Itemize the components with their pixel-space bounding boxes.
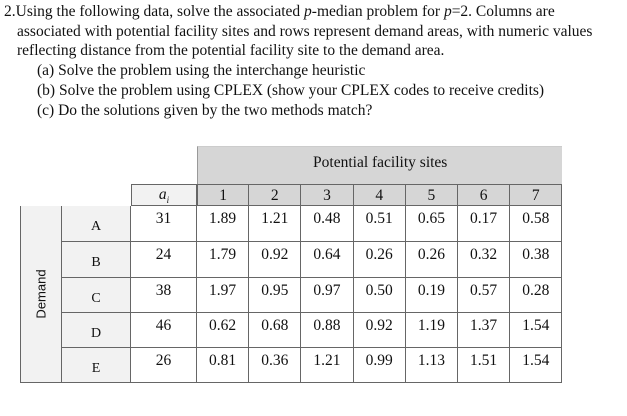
row-label: D bbox=[62, 313, 131, 348]
distance-cell: 0.26 bbox=[353, 242, 406, 278]
question-line-3: reflecting distance from the potential f… bbox=[17, 42, 445, 59]
weight-header: ai bbox=[131, 184, 197, 206]
distance-cell: 0.65 bbox=[405, 206, 458, 242]
row-group-label: Demand bbox=[20, 206, 62, 383]
question-line-2: associated with potential facility sites… bbox=[17, 23, 593, 40]
distance-cell: 0.26 bbox=[405, 242, 458, 278]
weight-symbol: a bbox=[158, 186, 167, 203]
distance-cell: 0.36 bbox=[249, 348, 302, 383]
distance-cell: 1.89 bbox=[197, 206, 250, 242]
distance-cell: 1.13 bbox=[405, 348, 458, 383]
column-header: 1 bbox=[197, 184, 250, 206]
demand-weight: 26 bbox=[131, 348, 197, 383]
text: -median problem for bbox=[311, 3, 444, 20]
part-c: (c) Do the solutions given by the two me… bbox=[37, 102, 373, 119]
part-a: (a) Solve the problem using the intercha… bbox=[37, 62, 366, 79]
var-p: p bbox=[443, 3, 452, 20]
demand-label: Demand bbox=[33, 269, 49, 319]
text: =2. Columns are bbox=[451, 3, 555, 20]
distance-cell: 0.19 bbox=[405, 278, 458, 313]
distance-cell: 0.97 bbox=[301, 278, 354, 313]
demand-weight: 46 bbox=[131, 313, 197, 348]
distance-cell: 1.51 bbox=[458, 348, 511, 383]
demand-weight: 24 bbox=[131, 242, 197, 278]
distance-cell: 1.19 bbox=[405, 313, 458, 348]
distance-cell: 0.48 bbox=[301, 206, 354, 242]
distance-cell: 0.32 bbox=[458, 242, 511, 278]
question-line-1: 2.Using the following data, solve the as… bbox=[4, 2, 555, 22]
text: 2.Using the following data, solve the as… bbox=[4, 3, 305, 20]
weight-subscript: i bbox=[166, 195, 170, 206]
distance-cell: 0.99 bbox=[353, 348, 406, 383]
column-header: 3 bbox=[301, 184, 354, 206]
distance-cell: 0.88 bbox=[301, 313, 354, 348]
distance-cell: 0.68 bbox=[249, 313, 302, 348]
row-label: C bbox=[62, 278, 131, 313]
column-header: 5 bbox=[405, 184, 458, 206]
distance-cell: 0.92 bbox=[249, 242, 302, 278]
distance-cell: 0.92 bbox=[353, 313, 406, 348]
column-header: 7 bbox=[510, 184, 563, 206]
part-b: (b) Solve the problem using CPLEX (show … bbox=[37, 82, 545, 99]
distance-cell: 1.54 bbox=[510, 348, 563, 383]
distance-cell: 0.50 bbox=[353, 278, 406, 313]
distance-cell: 0.95 bbox=[249, 278, 302, 313]
column-header: 4 bbox=[353, 184, 406, 206]
column-header: 6 bbox=[458, 184, 511, 206]
distance-cell: 1.21 bbox=[301, 348, 354, 383]
row-label: A bbox=[62, 206, 131, 242]
row-label: B bbox=[62, 242, 131, 278]
distance-cell: 0.38 bbox=[510, 242, 563, 278]
distance-cell: 0.81 bbox=[197, 348, 250, 383]
distance-cell: 0.28 bbox=[510, 278, 563, 313]
demand-weight: 38 bbox=[131, 278, 197, 313]
distance-cell: 0.57 bbox=[458, 278, 511, 313]
var-p: p bbox=[304, 3, 312, 20]
distance-cell: 0.58 bbox=[510, 206, 563, 242]
distance-cell: 1.37 bbox=[458, 313, 511, 348]
distance-cell: 0.64 bbox=[301, 242, 354, 278]
distance-cell: 0.51 bbox=[353, 206, 406, 242]
column-header: 2 bbox=[249, 184, 302, 206]
distance-cell: 0.62 bbox=[197, 313, 250, 348]
demand-weight: 31 bbox=[131, 206, 197, 242]
row-label: E bbox=[62, 348, 131, 383]
distance-cell: 1.79 bbox=[197, 242, 250, 278]
distance-cell: 1.21 bbox=[249, 206, 302, 242]
distance-cell: 1.54 bbox=[510, 313, 563, 348]
distance-cell: 0.17 bbox=[458, 206, 511, 242]
distance-cell: 1.97 bbox=[197, 278, 250, 313]
group-header: Potential facility sites bbox=[197, 146, 563, 184]
